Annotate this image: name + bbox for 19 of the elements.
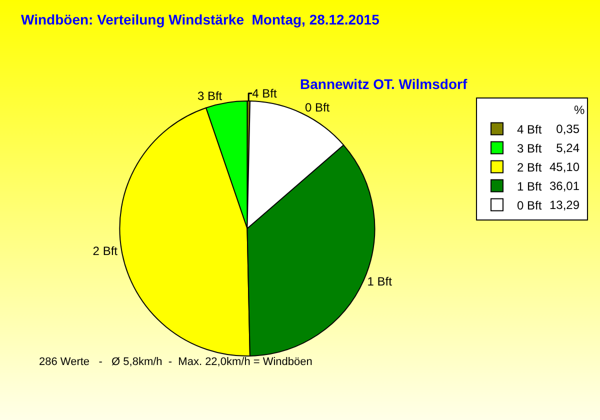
legend-label: 1 Bft bbox=[517, 179, 542, 194]
slice-label: 2 Bft bbox=[92, 244, 118, 258]
text: 286 Werte - Ø 5,8km/h - Max. 22,0km/h = Windböen bbox=[39, 356, 312, 368]
slice-label: 4 Bft bbox=[252, 86, 278, 100]
data-label: 5,24 bbox=[556, 140, 580, 155]
data-label: 0,35 bbox=[556, 122, 580, 136]
slice-label: 0 Bft bbox=[304, 100, 330, 114]
legend-label: 3 Bft bbox=[517, 141, 542, 156]
legend-label: 0 Bft bbox=[517, 198, 542, 212]
data-label: 36,01 bbox=[549, 178, 580, 193]
slice-label: 3 Bft bbox=[197, 88, 223, 103]
legend-label: 4 Bft bbox=[517, 122, 542, 136]
chart-title: Windböen: Verteilung Windstärke Montag, 28.12.2015 bbox=[21, 12, 380, 28]
chart-subtitle: Bannewitz OT. Wilmsdorf bbox=[300, 76, 468, 92]
data-label: 13,29 bbox=[549, 198, 580, 212]
data-label: 45,10 bbox=[549, 160, 580, 174]
slice-label: 1 Bft bbox=[367, 274, 393, 288]
legend-label: 2 Bft bbox=[517, 160, 542, 174]
legend-title: % bbox=[574, 103, 585, 118]
